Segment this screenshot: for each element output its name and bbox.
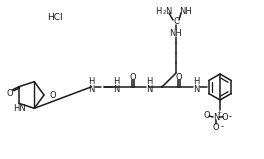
- Text: N: N: [213, 113, 219, 121]
- Text: H: H: [193, 77, 199, 86]
- Text: O: O: [222, 113, 228, 121]
- Text: H: H: [113, 77, 119, 86]
- Text: N: N: [165, 7, 171, 17]
- Text: H: H: [88, 77, 94, 86]
- Polygon shape: [161, 86, 163, 87]
- Text: O: O: [204, 111, 210, 120]
- Text: N: N: [88, 86, 94, 94]
- Text: HN: HN: [13, 104, 26, 113]
- Text: N: N: [193, 86, 199, 94]
- Text: -: -: [220, 122, 224, 131]
- Text: O: O: [50, 90, 56, 100]
- Text: NH: NH: [170, 28, 182, 38]
- Text: O: O: [130, 73, 136, 83]
- Text: N: N: [113, 86, 119, 94]
- Text: HCl: HCl: [47, 14, 63, 23]
- Text: O: O: [176, 73, 182, 83]
- Text: H: H: [155, 7, 161, 17]
- Text: 2: 2: [162, 10, 166, 14]
- Text: N: N: [146, 86, 152, 94]
- Text: O: O: [213, 122, 219, 131]
- Text: O: O: [6, 89, 13, 98]
- Text: C: C: [173, 17, 179, 27]
- Text: +: +: [216, 111, 221, 115]
- Text: NH: NH: [179, 7, 191, 17]
- Text: H: H: [146, 77, 152, 86]
- Text: -: -: [229, 113, 232, 121]
